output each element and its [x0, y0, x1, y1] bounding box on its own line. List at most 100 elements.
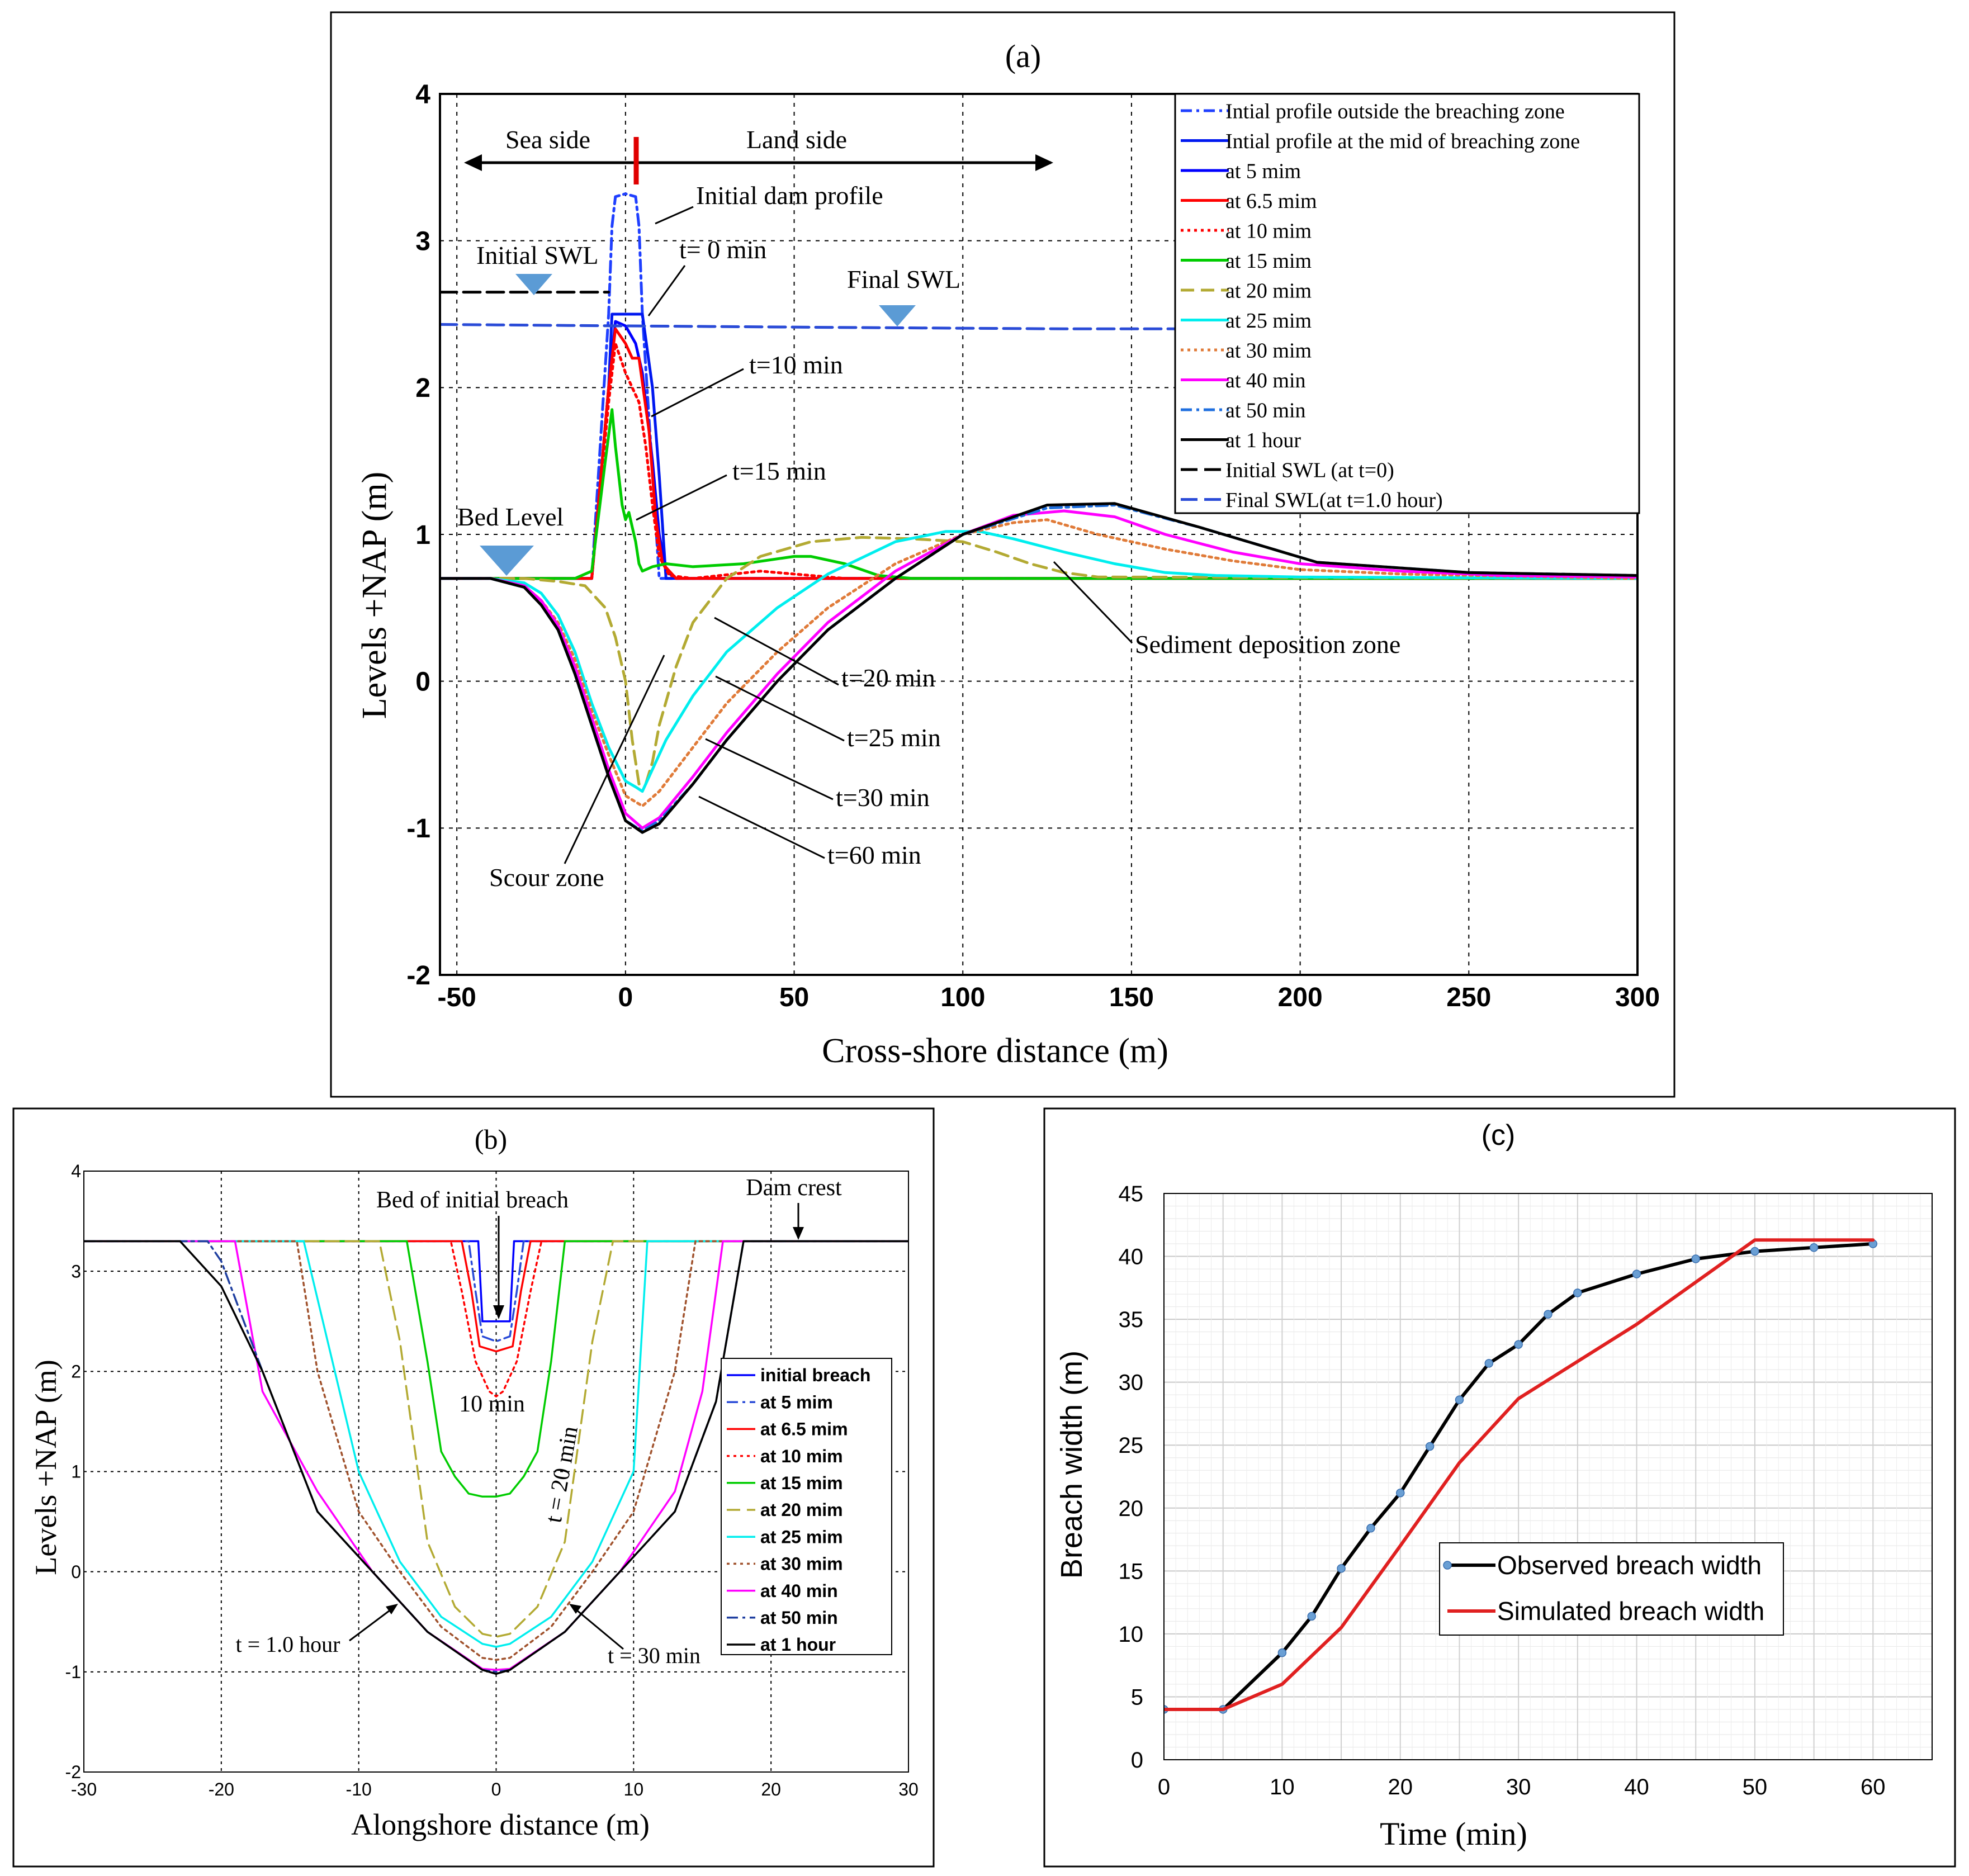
arrow-bed-initial-breach [493, 1305, 504, 1319]
legend-entry: Initial SWL (at t=0) [1225, 458, 1394, 482]
series-line-1 [84, 1240, 908, 1343]
panel-a-legend-box [1174, 93, 1640, 514]
t10-label: t=10 min [749, 350, 843, 379]
panel-c-label: (c) [1482, 1119, 1516, 1152]
x-tick-label: 50 [1743, 1775, 1768, 1799]
y-tick-label: 5 [1131, 1685, 1143, 1709]
panel-a-xlabel: Cross-shore distance (m) [822, 1032, 1168, 1070]
series-lines [440, 192, 1637, 834]
legend-entry: at 15 mim [760, 1473, 843, 1493]
panel-a-legend: Intial profile outside the breaching zon… [1174, 93, 1640, 514]
panel-b-legend-box [721, 1358, 892, 1655]
arrow-dam-crest [793, 1227, 804, 1240]
sea-side-label: Sea side [505, 125, 590, 154]
data-point [1632, 1269, 1641, 1278]
y-tick-label: 25 [1119, 1433, 1144, 1458]
t20-label: t=20 min [841, 664, 935, 692]
legend-entry: at 10 mim [760, 1446, 843, 1466]
leader-t60 [698, 795, 825, 859]
bed-of-initial-breach-label: Bed of initial breach [376, 1187, 569, 1213]
legend-entry: at 30 mim [1225, 339, 1312, 362]
panel-a-series-group [440, 192, 1637, 834]
y-tick-label: 3 [415, 226, 430, 256]
dam-crest-label: Dam crest [746, 1175, 842, 1201]
legend-entry: at 40 min [1225, 369, 1306, 392]
panel-b-plot-box [83, 1171, 909, 1773]
initial-swl-marker-icon [515, 274, 552, 295]
t1hour-label: t = 1.0 hour [236, 1632, 340, 1657]
panel-b-ylabel: Levels +NAP (m) [29, 1359, 63, 1575]
legend-entry: at 6.5 mim [760, 1419, 848, 1439]
x-tick-label: 300 [1615, 983, 1660, 1012]
leader-t0 [647, 265, 686, 316]
leader-t1hour [349, 1606, 395, 1642]
leader-dam-profile [655, 206, 694, 225]
series-line-6 [84, 1240, 908, 1648]
panel-c: 0 10 20 30 40 50 60 0 5 10 15 20 25 30 35 40 45 (c) Time… [1055, 1119, 1933, 1852]
series-line-9 [440, 509, 1637, 830]
y-tick-label: 2 [415, 373, 430, 403]
land-side-label: Land side [746, 125, 847, 154]
t15-label: t=15 min [732, 457, 826, 485]
y-tick-label: 4 [415, 80, 430, 110]
y-tick-label: 45 [1119, 1182, 1144, 1206]
legend-entry: Intial profile outside the breaching zon… [1225, 100, 1565, 123]
x-tick-label: 30 [1506, 1775, 1531, 1799]
legend-entry: at 25 mim [760, 1527, 843, 1547]
data-point [1809, 1243, 1819, 1252]
series-line-3 [84, 1240, 908, 1397]
y-tick-label: 0 [1131, 1748, 1143, 1773]
data-point [1307, 1612, 1316, 1621]
leader-scour [564, 655, 665, 864]
bed-level-marker-icon [480, 546, 534, 576]
legend-entry: at 20 mim [760, 1500, 843, 1520]
legend-entry: at 30 mim [760, 1554, 843, 1574]
legend-entry: at 6.5 mim [1225, 190, 1317, 213]
sediment-deposition-label: Sediment deposition zone [1135, 630, 1400, 659]
series-line-5 [440, 408, 1637, 580]
panel-b-xlabel: Alongshore distance (m) [351, 1808, 650, 1841]
leader-t30 [705, 738, 834, 800]
x-tick-label: -50 [437, 983, 476, 1012]
series-line-1 [1164, 1238, 1875, 1711]
legend-entry: at 25 mim [1225, 309, 1312, 333]
scour-zone-label: Scour zone [489, 863, 604, 892]
y-tick-label: 0 [71, 1562, 81, 1582]
initial-swl-label: Initial SWL [476, 241, 598, 269]
y-tick-label: 10 [1119, 1622, 1144, 1647]
data-point [1573, 1288, 1582, 1297]
ten-min-label: 10 min [459, 1391, 525, 1417]
y-tick-label: 40 [1119, 1245, 1144, 1269]
panel-a-plot-box [439, 93, 1639, 976]
final-swl-marker-icon [879, 305, 916, 326]
t30-label-b: t = 30 min [608, 1643, 700, 1668]
y-tick-label: 20 [1119, 1496, 1144, 1521]
arrow-head-right [1035, 154, 1053, 171]
series-line-4 [84, 1240, 908, 1498]
initial-dam-profile-label: Initial dam profile [696, 181, 883, 210]
panel-c-series-group [1164, 1238, 1878, 1714]
series-line-2 [84, 1240, 908, 1353]
y-tick-label: -2 [65, 1762, 81, 1782]
panel-c-frame [1043, 1107, 1956, 1868]
series-line-10 [84, 1240, 908, 1675]
series-lines [1164, 1238, 1878, 1714]
panel-c-legend-box [1439, 1542, 1784, 1636]
y-tick-label: 1 [415, 520, 430, 550]
bed-level-label: Bed Level [457, 503, 564, 531]
x-tick-label: 50 [779, 983, 809, 1012]
y-tick-label: 4 [71, 1161, 81, 1181]
panel-a-tick-labels: -50 0 50 100 150 200 250 300 -2 -1 0 1 2 3 4 [406, 80, 1660, 1012]
series-line-8 [84, 1240, 908, 1671]
y-tick-label: 1 [71, 1462, 81, 1482]
legend-entry: at 5 mim [1225, 159, 1301, 183]
x-tick-label: 250 [1446, 983, 1491, 1012]
legend-entry: Observed breach width [1497, 1551, 1762, 1580]
y-tick-label: -2 [406, 961, 430, 991]
panel-b-frame [12, 1107, 935, 1868]
legend-entry: at 20 mim [1225, 279, 1312, 302]
data-point [1337, 1564, 1346, 1573]
panel-c-grid [1163, 1193, 1933, 1760]
